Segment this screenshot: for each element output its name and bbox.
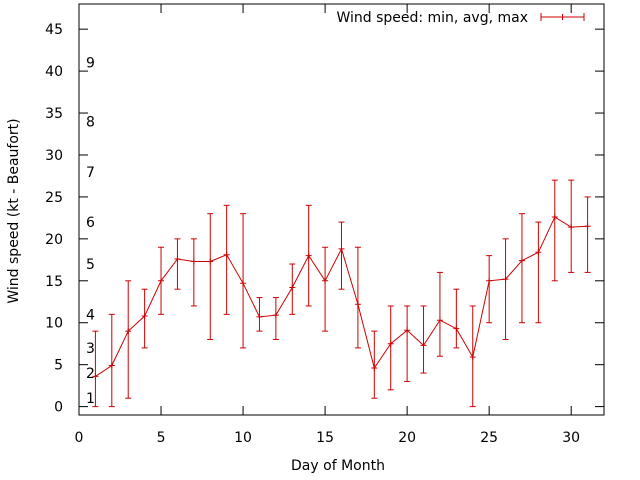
avg-point: [174, 255, 181, 262]
avg-point: [387, 340, 394, 347]
avg-point: [535, 249, 542, 256]
legend-sample-point: [559, 14, 566, 20]
x-tick-label: 0: [75, 430, 84, 446]
y-tick-label: 5: [54, 358, 63, 374]
x-tick-label: 10: [234, 430, 252, 446]
avg-point: [436, 317, 443, 324]
avg-point: [141, 313, 148, 320]
avg-point: [125, 328, 132, 335]
avg-point: [322, 277, 329, 284]
y-tick-label: 10: [45, 316, 63, 332]
y-axis-label: Wind speed (kt - Beaufort): [6, 118, 22, 303]
avg-point: [469, 354, 476, 361]
y-tick-label: 35: [45, 106, 63, 122]
legend-label: Wind speed: min, avg, max: [336, 10, 528, 26]
avg-point: [551, 214, 558, 221]
x-tick-label: 25: [480, 430, 498, 446]
avg-point: [305, 252, 312, 259]
series-layer: [92, 179, 591, 408]
avg-point: [289, 284, 296, 291]
y-tick-label: 40: [45, 64, 63, 80]
y-tick-label: 0: [54, 400, 63, 416]
beaufort-label: 8: [86, 114, 95, 130]
avg-point: [453, 325, 460, 332]
y-tick-labels: 0 5 10 15 20 25 30 35 40 45: [45, 22, 63, 415]
y-tick-label: 20: [45, 232, 63, 248]
avg-point: [207, 258, 214, 265]
avg-point: [190, 258, 197, 265]
avg-point: [486, 277, 493, 284]
avg-point: [256, 313, 263, 320]
x-tick-label: 30: [562, 430, 580, 446]
avg-point: [223, 251, 230, 258]
avg-point: [518, 257, 525, 264]
avg-point: [108, 362, 115, 369]
beaufort-label: 2: [86, 366, 95, 382]
y-tick-label: 15: [45, 274, 63, 290]
y-tick-label: 30: [45, 148, 63, 164]
x-tick-label: 20: [398, 430, 416, 446]
beaufort-label: 4: [86, 307, 95, 323]
avg-point: [354, 301, 361, 308]
x-tick-labels: 0 5 10 15 20 25 30: [75, 430, 581, 446]
avg-point: [240, 280, 247, 287]
beaufort-label: 5: [86, 257, 95, 273]
x-tick-label: 15: [316, 430, 334, 446]
x-tick-label: 5: [157, 430, 166, 446]
plot-frame: [78, 3, 605, 416]
beaufort-label: 3: [86, 341, 95, 357]
y-tick-label: 25: [45, 190, 63, 206]
avg-point: [584, 223, 591, 230]
beaufort-label: 1: [86, 391, 95, 407]
avg-point: [338, 245, 345, 252]
avg-point: [371, 365, 378, 372]
beaufort-label: 6: [86, 215, 95, 231]
avg-point: [420, 342, 427, 349]
avg-point: [272, 312, 279, 319]
legend: Wind speed: min, avg, max: [336, 10, 585, 26]
beaufort-label: 7: [86, 165, 95, 181]
beaufort-label: 9: [86, 56, 95, 72]
y-tick-label: 45: [45, 22, 63, 38]
beaufort-labels: 1 2 3 4 5 6 7 8 9: [86, 56, 95, 408]
avg-point: [92, 373, 99, 380]
avg-point: [158, 277, 165, 284]
avg-point: [568, 224, 575, 231]
avg-point: [502, 276, 509, 283]
avg-point: [404, 327, 411, 334]
x-axis-label: Day of Month: [291, 458, 385, 474]
